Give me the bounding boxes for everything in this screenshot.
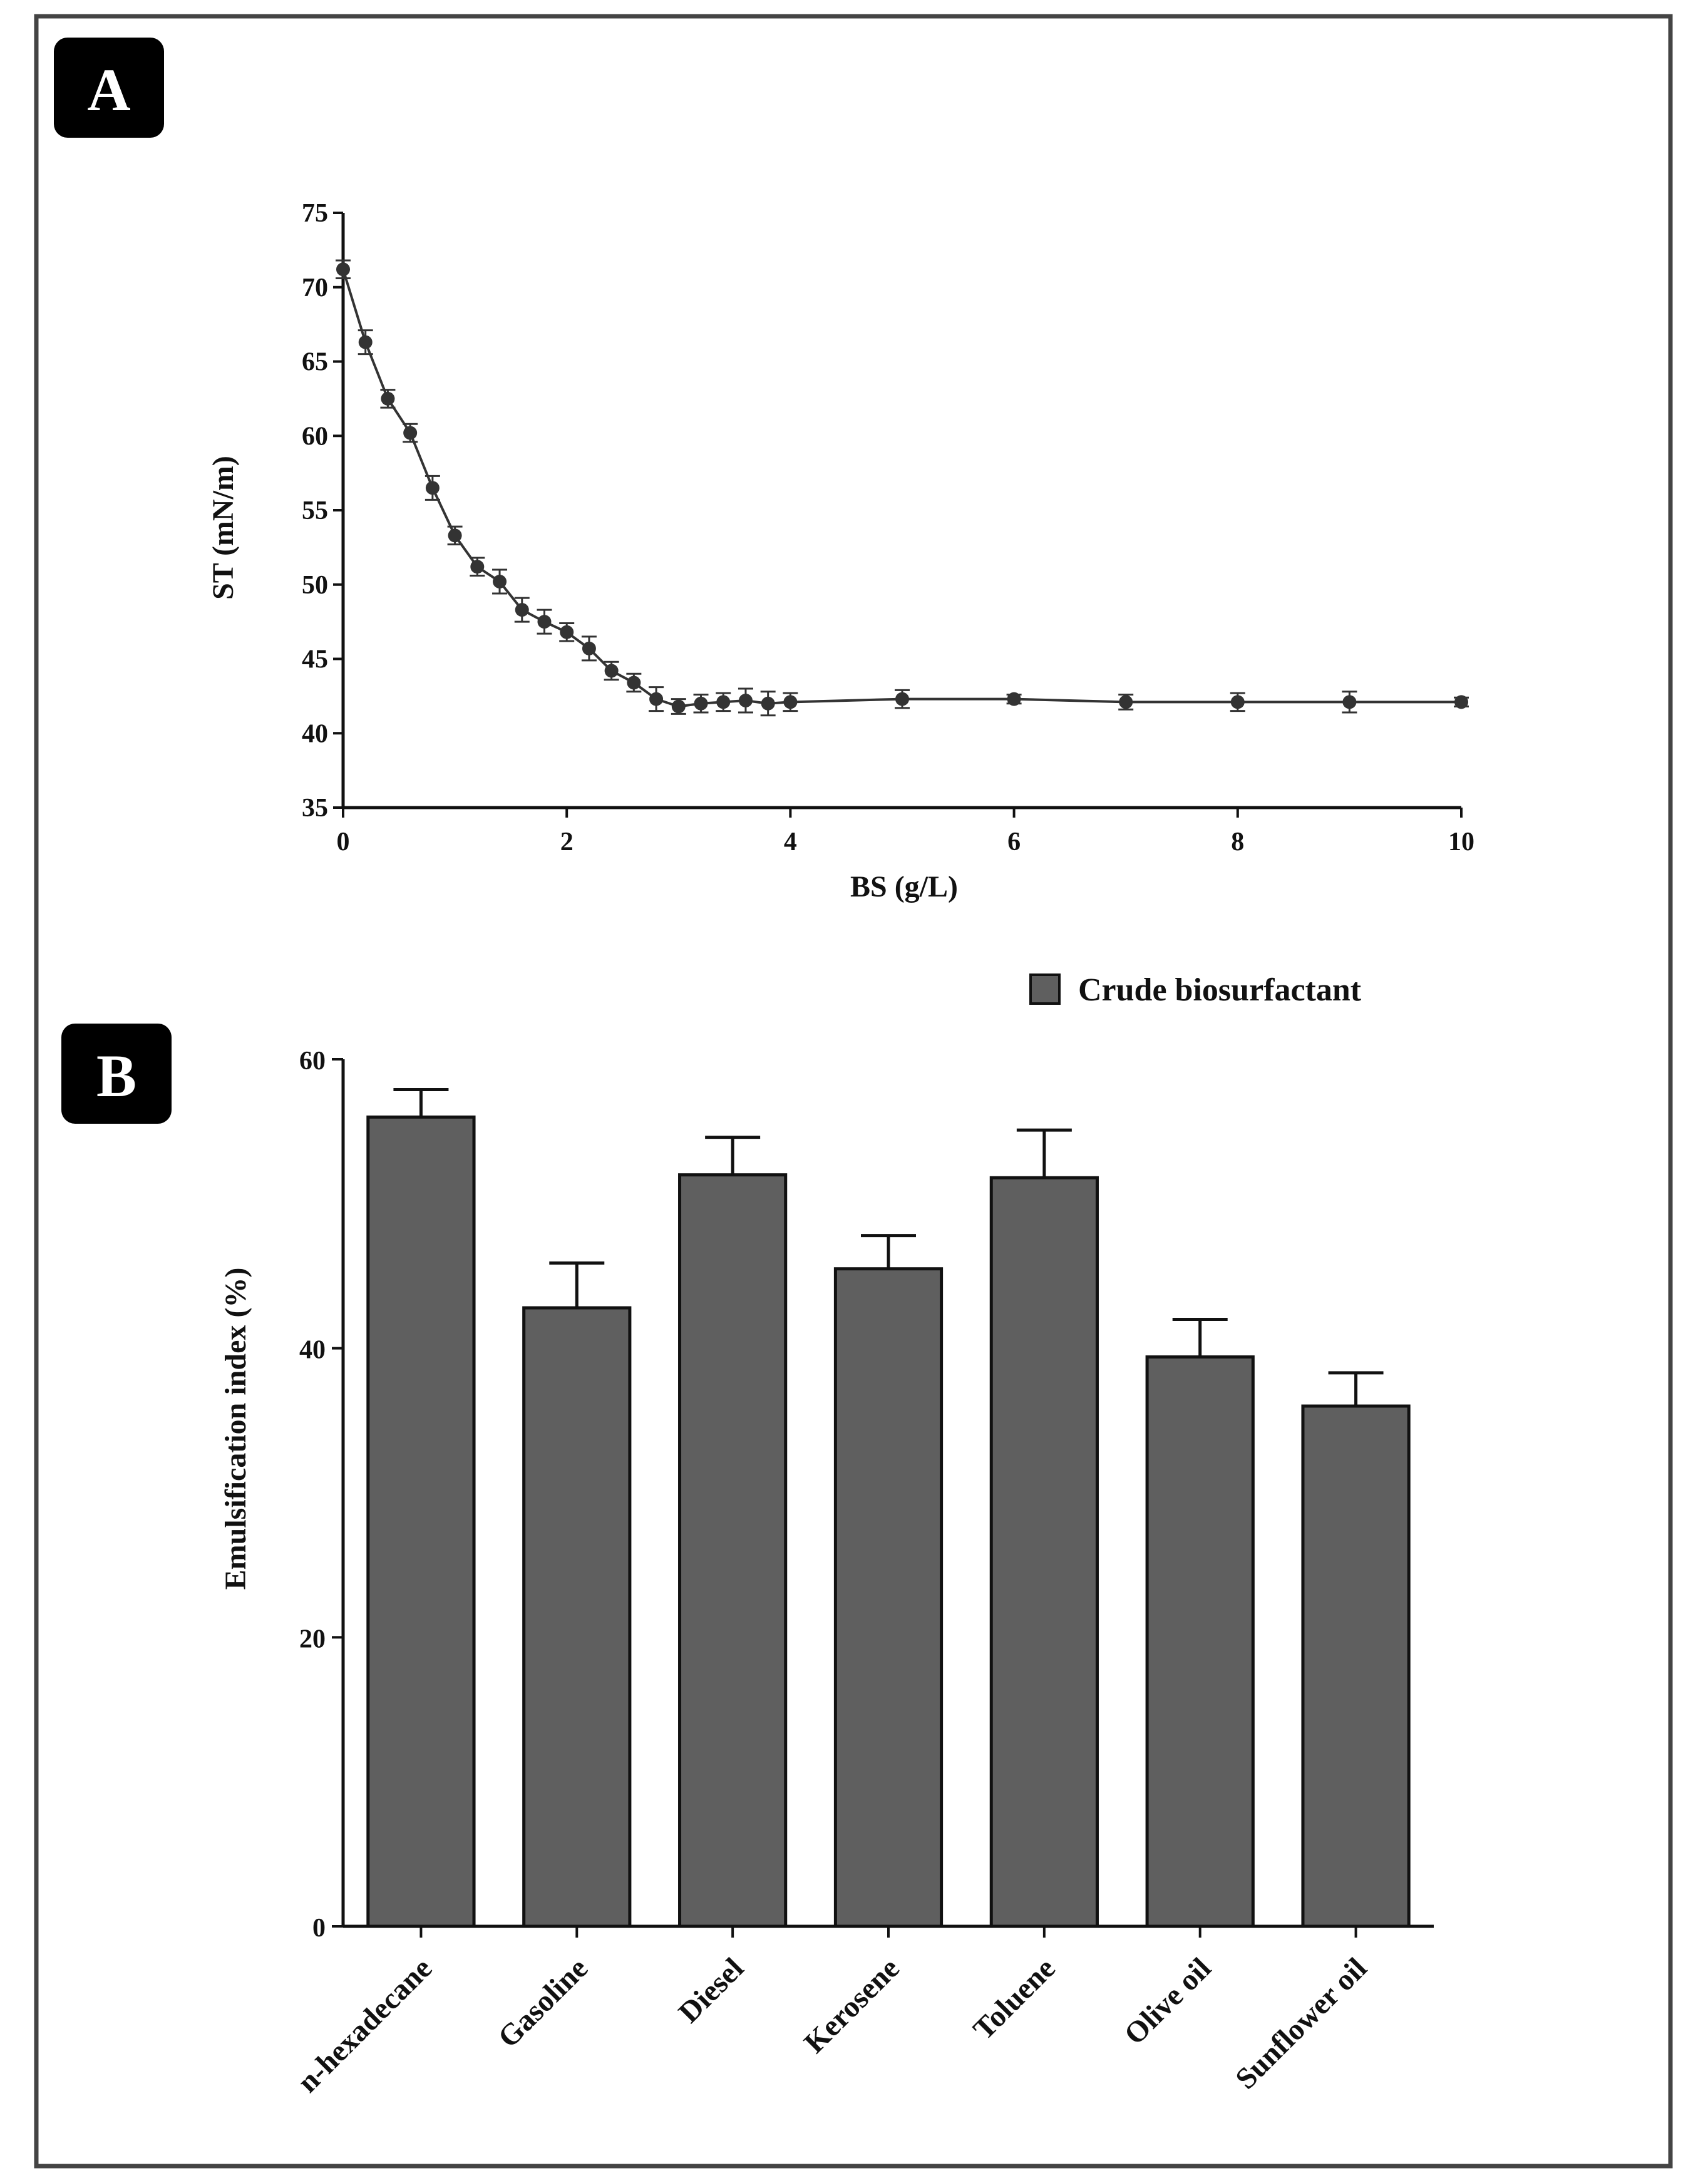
- panel-b-badge: B: [61, 1024, 172, 1124]
- chart-a-data-point: [761, 696, 775, 711]
- chart-a-data-point: [1119, 695, 1133, 709]
- chart-a-x-tick-label: 2: [560, 828, 574, 856]
- chart-b-error-bar: [861, 1234, 916, 1269]
- chart-b-category-label: Diesel: [672, 1951, 750, 2029]
- chart-a-x-tick-label: 8: [1231, 828, 1244, 856]
- chart-a-data-point: [358, 335, 373, 349]
- chart-b-error-bar: [1328, 1371, 1384, 1406]
- panel-a-letter: A: [87, 56, 130, 123]
- chart-a-data-point: [783, 695, 798, 709]
- chart-b-error-bars: [393, 1087, 1384, 1406]
- chart-b-category-label: Toluene: [967, 1951, 1061, 2046]
- chart-a-data-point: [515, 603, 529, 617]
- chart-a-x-axis-label: BS (g/L): [850, 870, 958, 903]
- chart-a-y-tick-label: 45: [302, 645, 328, 674]
- chart-b-axes: [332, 1058, 1434, 1938]
- chart-a-y-tick-label: 35: [302, 794, 328, 823]
- chart-a-data-point: [604, 664, 619, 678]
- chart-a-data-point: [649, 692, 664, 706]
- chart-a-y-tick-label: 60: [302, 422, 328, 451]
- chart-a-y-tick-label: 70: [302, 274, 328, 302]
- chart-b-tick-labels: 0 20 40 60: [299, 1047, 326, 1943]
- chart-a-data-point: [537, 615, 552, 629]
- chart-a-data-point: [1230, 695, 1245, 709]
- chart-b-bar: [366, 1115, 476, 1928]
- chart-a-tick-labels: 35 40 45 50 55 60 65 70 75 0 2 4 6 8 10: [302, 199, 1474, 856]
- chart-b-bar: [1301, 1404, 1411, 1928]
- panel-a-badge: A: [54, 38, 164, 138]
- chart-a-axes: [333, 212, 1463, 818]
- chart-b-category-label: Kerosene: [798, 1951, 906, 2060]
- chart-a-data-point: [403, 426, 418, 440]
- chart-a-data-point: [895, 692, 909, 706]
- chart-a-data-point: [1454, 695, 1468, 709]
- chart-a-data-point: [560, 625, 574, 639]
- chart-a-data-point: [627, 675, 641, 690]
- panel-b-letter: B: [96, 1042, 136, 1109]
- emulsification-chart: 0 20 40 60 n-hexadecane Gasoline Diesel Kerose…: [219, 972, 1434, 2099]
- figure-frame: [34, 14, 1673, 2169]
- chart-b-bar: [522, 1306, 632, 1928]
- chart-a-x-tick-label: 4: [784, 828, 797, 856]
- surface-tension-chart: 35 40 45 50 55 60 65 70 75 0 2 4 6 8 10 BS (g/L) ST (m…: [207, 199, 1474, 903]
- chart-b-category-labels: n-hexadecane Gasoline Diesel Kerosene Toluen…: [291, 1951, 1374, 2098]
- chart-b-bar: [1145, 1355, 1255, 1928]
- chart-a-data-point: [381, 391, 395, 406]
- chart-b-error-bar: [1172, 1318, 1228, 1357]
- chart-b-category-label: n-hexadecane: [291, 1951, 438, 2098]
- chart-b-category-label: Olive oil: [1118, 1951, 1217, 2051]
- chart-a-x-tick-label: 10: [1448, 828, 1474, 856]
- chart-b-y-tick-label: 20: [299, 1625, 326, 1653]
- chart-b-bar: [833, 1267, 944, 1928]
- chart-a-data-point: [425, 481, 440, 495]
- chart-a-y-tick-label: 65: [302, 348, 328, 377]
- chart-a-data-point: [582, 641, 596, 655]
- chart-a-data-point: [1007, 692, 1021, 706]
- chart-a-y-tick-label: 50: [302, 571, 328, 600]
- chart-a-points: [336, 262, 1468, 714]
- chart-a-x-tick-label: 0: [337, 828, 350, 856]
- chart-b-error-bar: [705, 1136, 761, 1175]
- chart-a-data-point: [738, 694, 753, 707]
- chart-a-x-tick-label: 6: [1007, 828, 1021, 856]
- chart-b-bar: [678, 1173, 788, 1928]
- chart-a-error-bars: [336, 259, 1469, 717]
- chart-a-series-line: [342, 269, 1461, 708]
- chart-b-error-bar: [1016, 1128, 1072, 1178]
- legend-label: Crude biosurfactant: [1078, 972, 1362, 1008]
- chart-a-y-tick-label: 40: [302, 719, 328, 748]
- chart-a-data-point: [694, 696, 708, 711]
- chart-a-data-point: [448, 528, 462, 543]
- chart-b-y-tick-label: 60: [299, 1047, 326, 1076]
- chart-b-y-tick-label: 40: [299, 1336, 326, 1365]
- chart-b-bar: [989, 1176, 1099, 1928]
- chart-b-error-bar: [549, 1261, 605, 1308]
- chart-a-data-point: [470, 560, 485, 574]
- chart-b-category-label: Gasoline: [491, 1951, 594, 2054]
- chart-a-y-tick-label: 75: [302, 199, 328, 228]
- legend-swatch: [1029, 973, 1061, 1005]
- chart-a-y-tick-label: 55: [302, 496, 328, 525]
- chart-a-data-point: [1342, 695, 1357, 709]
- chart-a-data-point: [716, 695, 731, 709]
- chart-a-data-point: [671, 699, 686, 714]
- chart-a-data-point: [493, 575, 507, 588]
- chart-b-y-tick-label: 0: [312, 1914, 326, 1943]
- chart-b-error-bar: [393, 1087, 449, 1117]
- chart-b-category-label: Sunflower oil: [1229, 1951, 1373, 2095]
- chart-b-legend: Crude biosurfactant: [1029, 972, 1362, 1008]
- chart-b-y-axis-label: Emulsification index (%): [219, 1268, 252, 1590]
- chart-a-data-point: [336, 262, 350, 277]
- chart-a-y-axis-label: ST (mN/m): [207, 456, 240, 600]
